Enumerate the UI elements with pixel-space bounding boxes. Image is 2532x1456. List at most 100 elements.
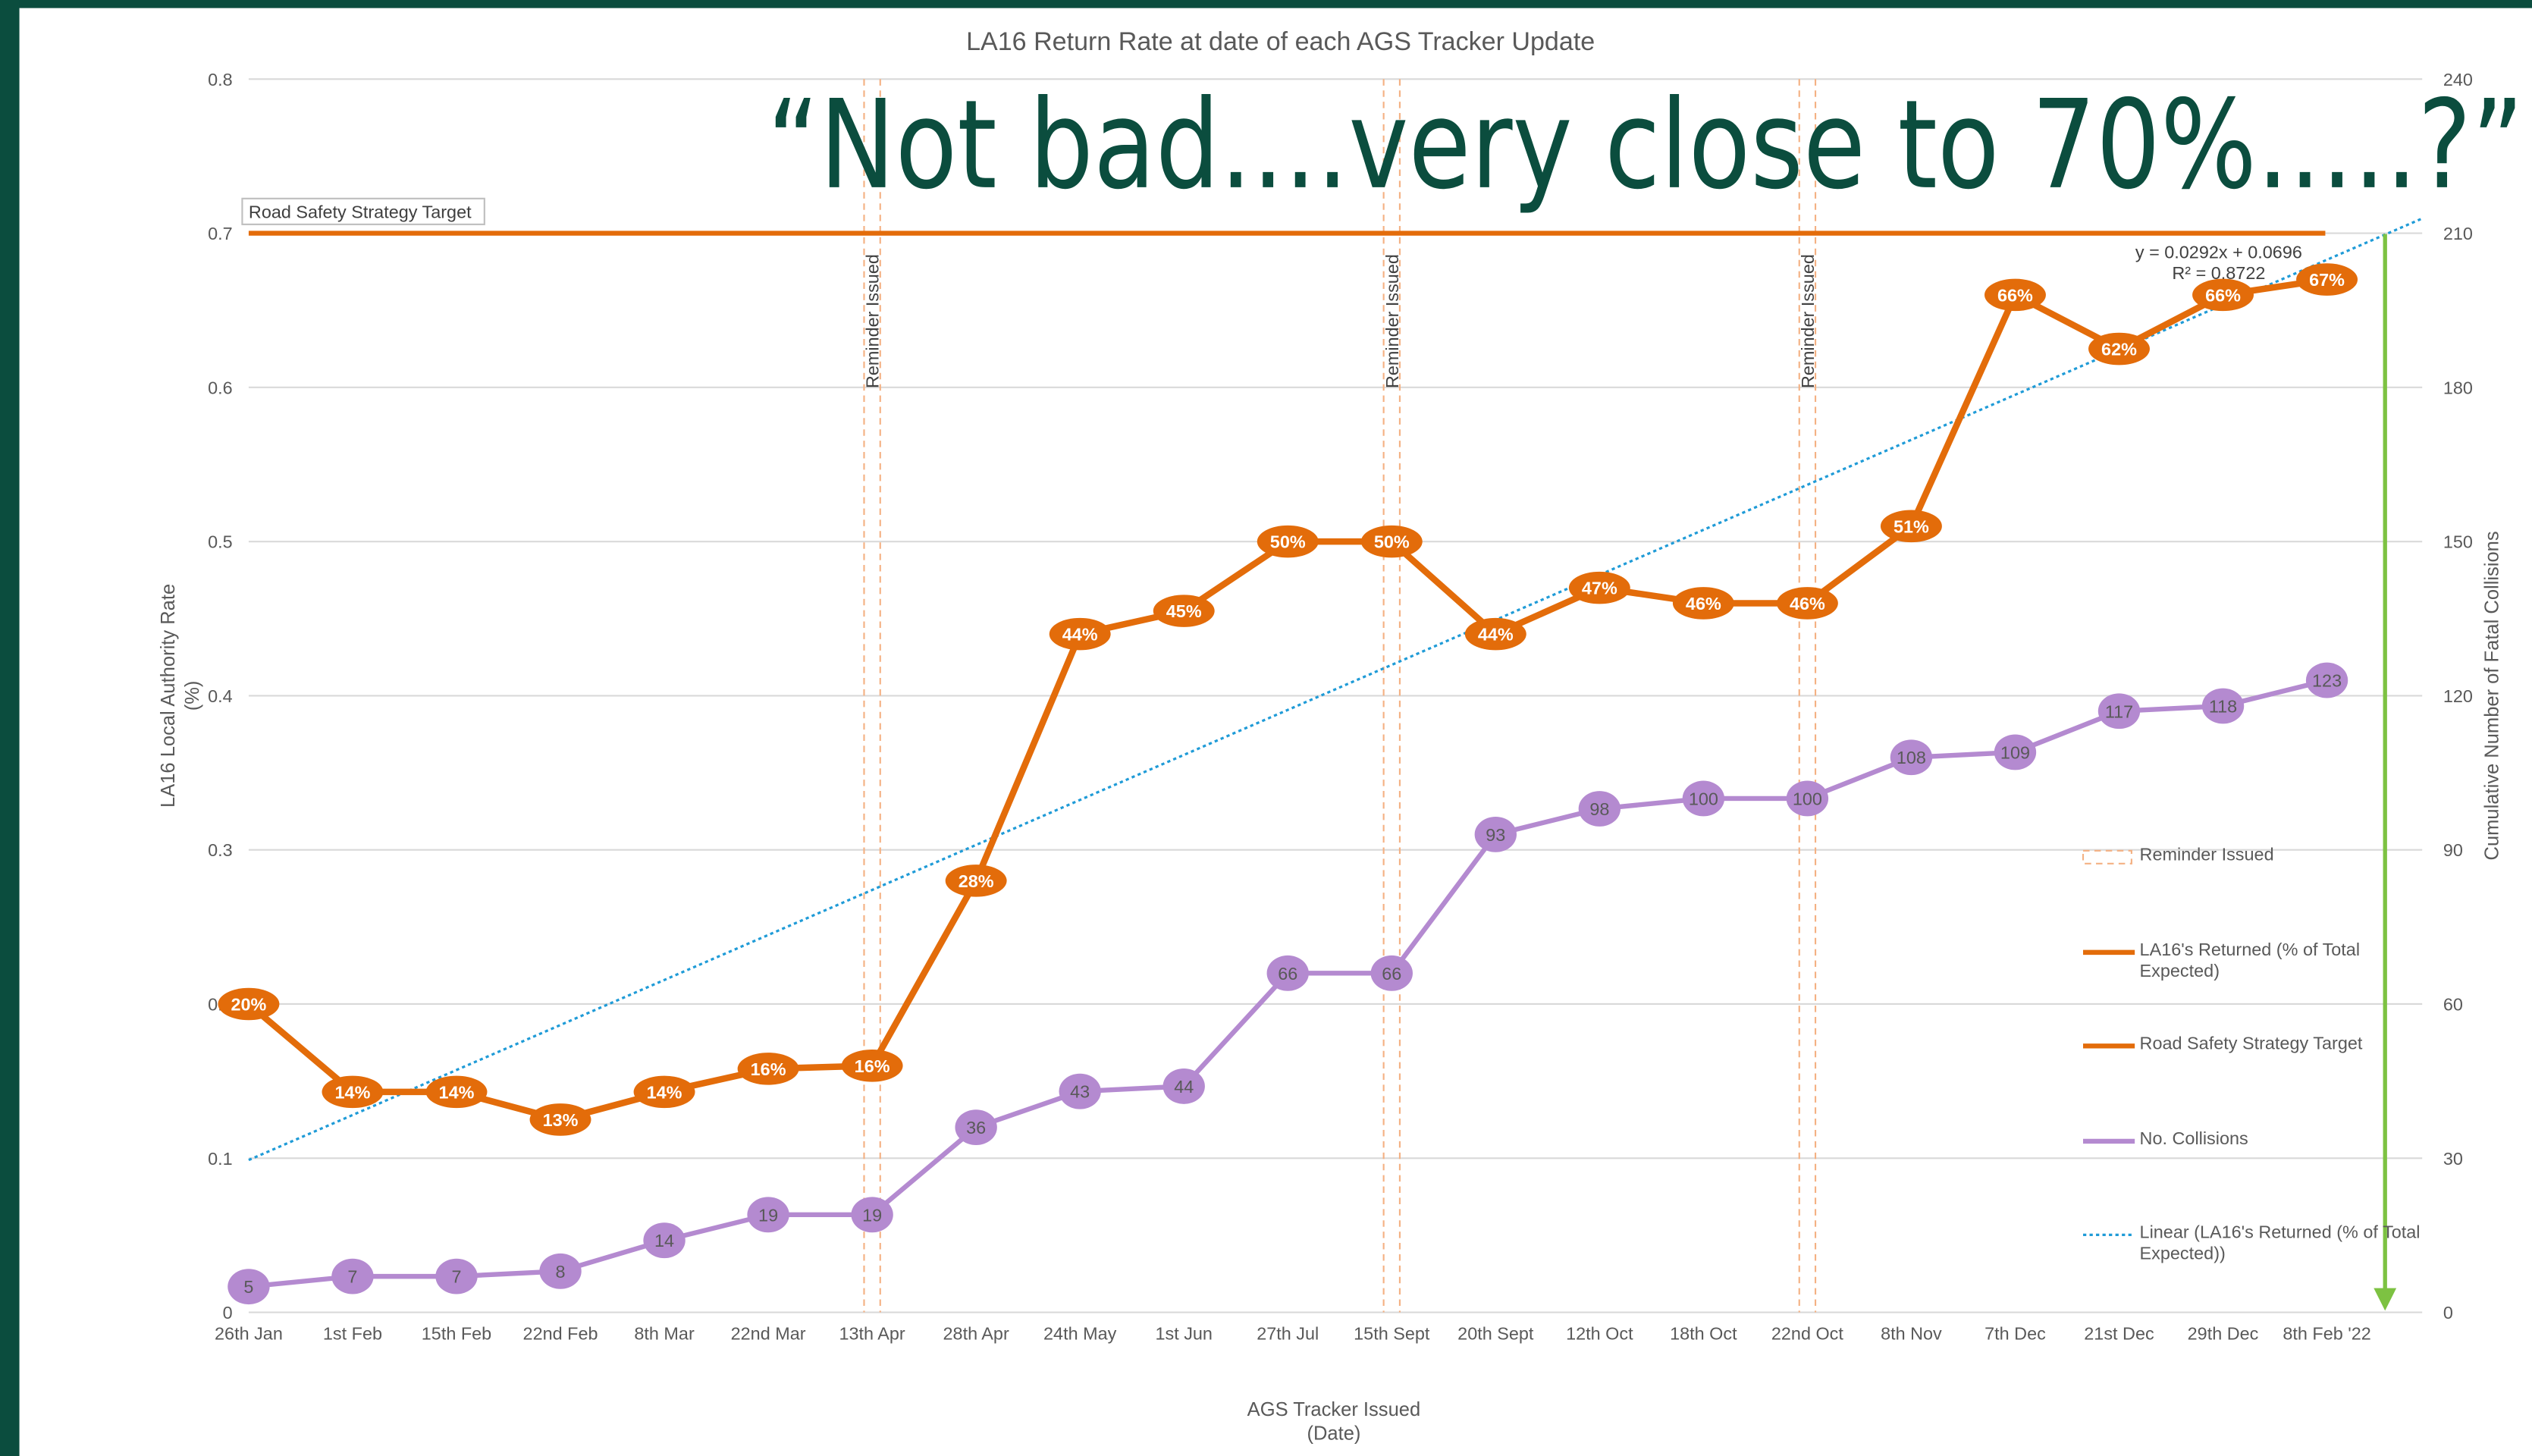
data-label: 44%: [1478, 625, 1514, 645]
reminder-label: Reminder Issued: [1382, 254, 1402, 388]
data-label: 93: [1486, 825, 1505, 845]
x-tick-label: 20th Sept: [1457, 1324, 1534, 1344]
legend-label: LA16's Returned (% of Total Expected): [2139, 940, 2361, 982]
data-label: 14%: [335, 1082, 371, 1102]
data-point: [2097, 693, 2141, 730]
data-point: [633, 1075, 695, 1109]
x-tick-label: 15th Feb: [422, 1324, 491, 1344]
data-point: [955, 1109, 997, 1146]
legend-entry: LA16's Returned (% of Total Expected): [2139, 940, 2361, 982]
data-point: [1984, 278, 2046, 312]
y-tick-label: 0.8: [208, 70, 233, 89]
data-label: 14%: [439, 1082, 475, 1102]
x-tick-label: 21st Dec: [2084, 1324, 2154, 1344]
data-point: [1994, 734, 2037, 770]
y-tick-label: 0.7: [208, 224, 233, 243]
x-tick-label: 28th Apr: [943, 1324, 1009, 1344]
trend-equation: y = 0.0292x + 0.0696: [2135, 243, 2302, 262]
data-label: 16%: [751, 1059, 786, 1079]
y-axis-title: LA16 Local Authority Rate: [158, 584, 179, 808]
data-point: [945, 864, 1007, 897]
data-point: [643, 1222, 686, 1259]
data-label: 50%: [1374, 532, 1410, 552]
y2-tick-label: 150: [2443, 532, 2473, 552]
data-label: 66: [1278, 964, 1297, 984]
y2-tick-label: 90: [2443, 840, 2463, 860]
reminder-label: Reminder Issued: [1798, 254, 1818, 388]
data-label: 19: [862, 1205, 882, 1225]
data-point: [2088, 332, 2150, 366]
y-tick-label: 0.4: [208, 686, 233, 706]
data-point: [1474, 816, 1517, 852]
x-tick-label: 13th Apr: [839, 1324, 905, 1344]
x-tick-label: 22nd Feb: [523, 1324, 598, 1344]
legend-entry: No. Collisions: [2140, 1130, 2248, 1150]
data-label: 36: [966, 1118, 986, 1138]
data-point: [1672, 587, 1734, 620]
data-label: 5: [243, 1277, 253, 1297]
data-point: [1059, 1073, 1101, 1109]
data-label: 14%: [647, 1082, 682, 1102]
y2-tick-label: 240: [2443, 70, 2473, 89]
x-tick-label: 22nd Oct: [1771, 1324, 1844, 1344]
data-point: [1880, 510, 1942, 543]
data-point: [1890, 739, 1933, 776]
data-label: 51%: [1894, 516, 1929, 536]
data-label: 8: [556, 1262, 566, 1282]
x-tick-label: 22nd Mar: [731, 1324, 806, 1344]
chart-title: LA16 Return Rate at date of each AGS Tra…: [966, 27, 1595, 56]
data-label: 50%: [1270, 532, 1306, 552]
data-point: [322, 1075, 384, 1109]
data-point: [218, 987, 280, 1021]
data-point: [1578, 791, 1621, 827]
x-tick-label: 8th Mar: [634, 1324, 695, 1344]
left-border: [0, 0, 20, 1456]
legend-label: Reminder Issued: [2139, 846, 2274, 865]
data-point: [1786, 780, 1829, 817]
legend-label: Linear (LA16's Returned (% of Total Expe…: [2139, 1223, 2421, 1264]
data-point: [1776, 587, 1838, 620]
x-tick-label: 8th Nov: [1881, 1324, 1942, 1344]
data-label: 67%: [2309, 270, 2345, 290]
data-label: 66%: [2205, 285, 2241, 305]
target-label: Road Safety Strategy Target: [249, 202, 472, 221]
x-tick-label: 27th Jul: [1257, 1324, 1319, 1344]
data-label: 100: [1793, 789, 1822, 808]
x-axis-title: (Date): [1307, 1423, 1360, 1445]
data-point: [1360, 525, 1423, 558]
data-point: [435, 1258, 478, 1294]
x-axis-title: AGS Tracker Issued: [1247, 1399, 1420, 1420]
data-point: [747, 1197, 789, 1233]
data-point: [1162, 1068, 1205, 1104]
x-tick-label: 24th May: [1043, 1324, 1117, 1344]
legend-swatch: [2082, 849, 2132, 864]
data-point: [737, 1053, 799, 1085]
x-tick-label: 1st Feb: [323, 1324, 382, 1344]
data-point: [1568, 571, 1630, 604]
y-tick-label: 0.5: [208, 532, 233, 552]
data-label: 43: [1070, 1082, 1090, 1102]
series-line: [246, 276, 2328, 1123]
legend-entry: Road Safety Strategy Target: [2140, 1034, 2363, 1054]
data-label: 109: [2000, 742, 2030, 762]
x-tick-label: 26th Jan: [215, 1324, 283, 1344]
y2-tick-label: 120: [2443, 686, 2473, 706]
data-label: 28%: [959, 871, 994, 891]
data-label: 123: [2312, 671, 2342, 691]
data-label: 98: [1589, 799, 1609, 819]
data-label: 20%: [231, 995, 267, 1015]
data-point: [841, 1050, 903, 1082]
data-point: [1464, 617, 1526, 651]
data-point: [1153, 595, 1215, 627]
legend-entry: Reminder Issued: [2139, 846, 2274, 865]
data-label: 66%: [1997, 285, 2033, 305]
data-point: [1257, 525, 1319, 558]
data-label: 100: [1689, 789, 1718, 808]
x-tick-label: 15th Sept: [1354, 1324, 1430, 1344]
data-point: [425, 1075, 488, 1109]
trendline: [248, 217, 2424, 1162]
data-point: [2305, 662, 2348, 698]
y-axis-title: (%): [182, 681, 203, 711]
